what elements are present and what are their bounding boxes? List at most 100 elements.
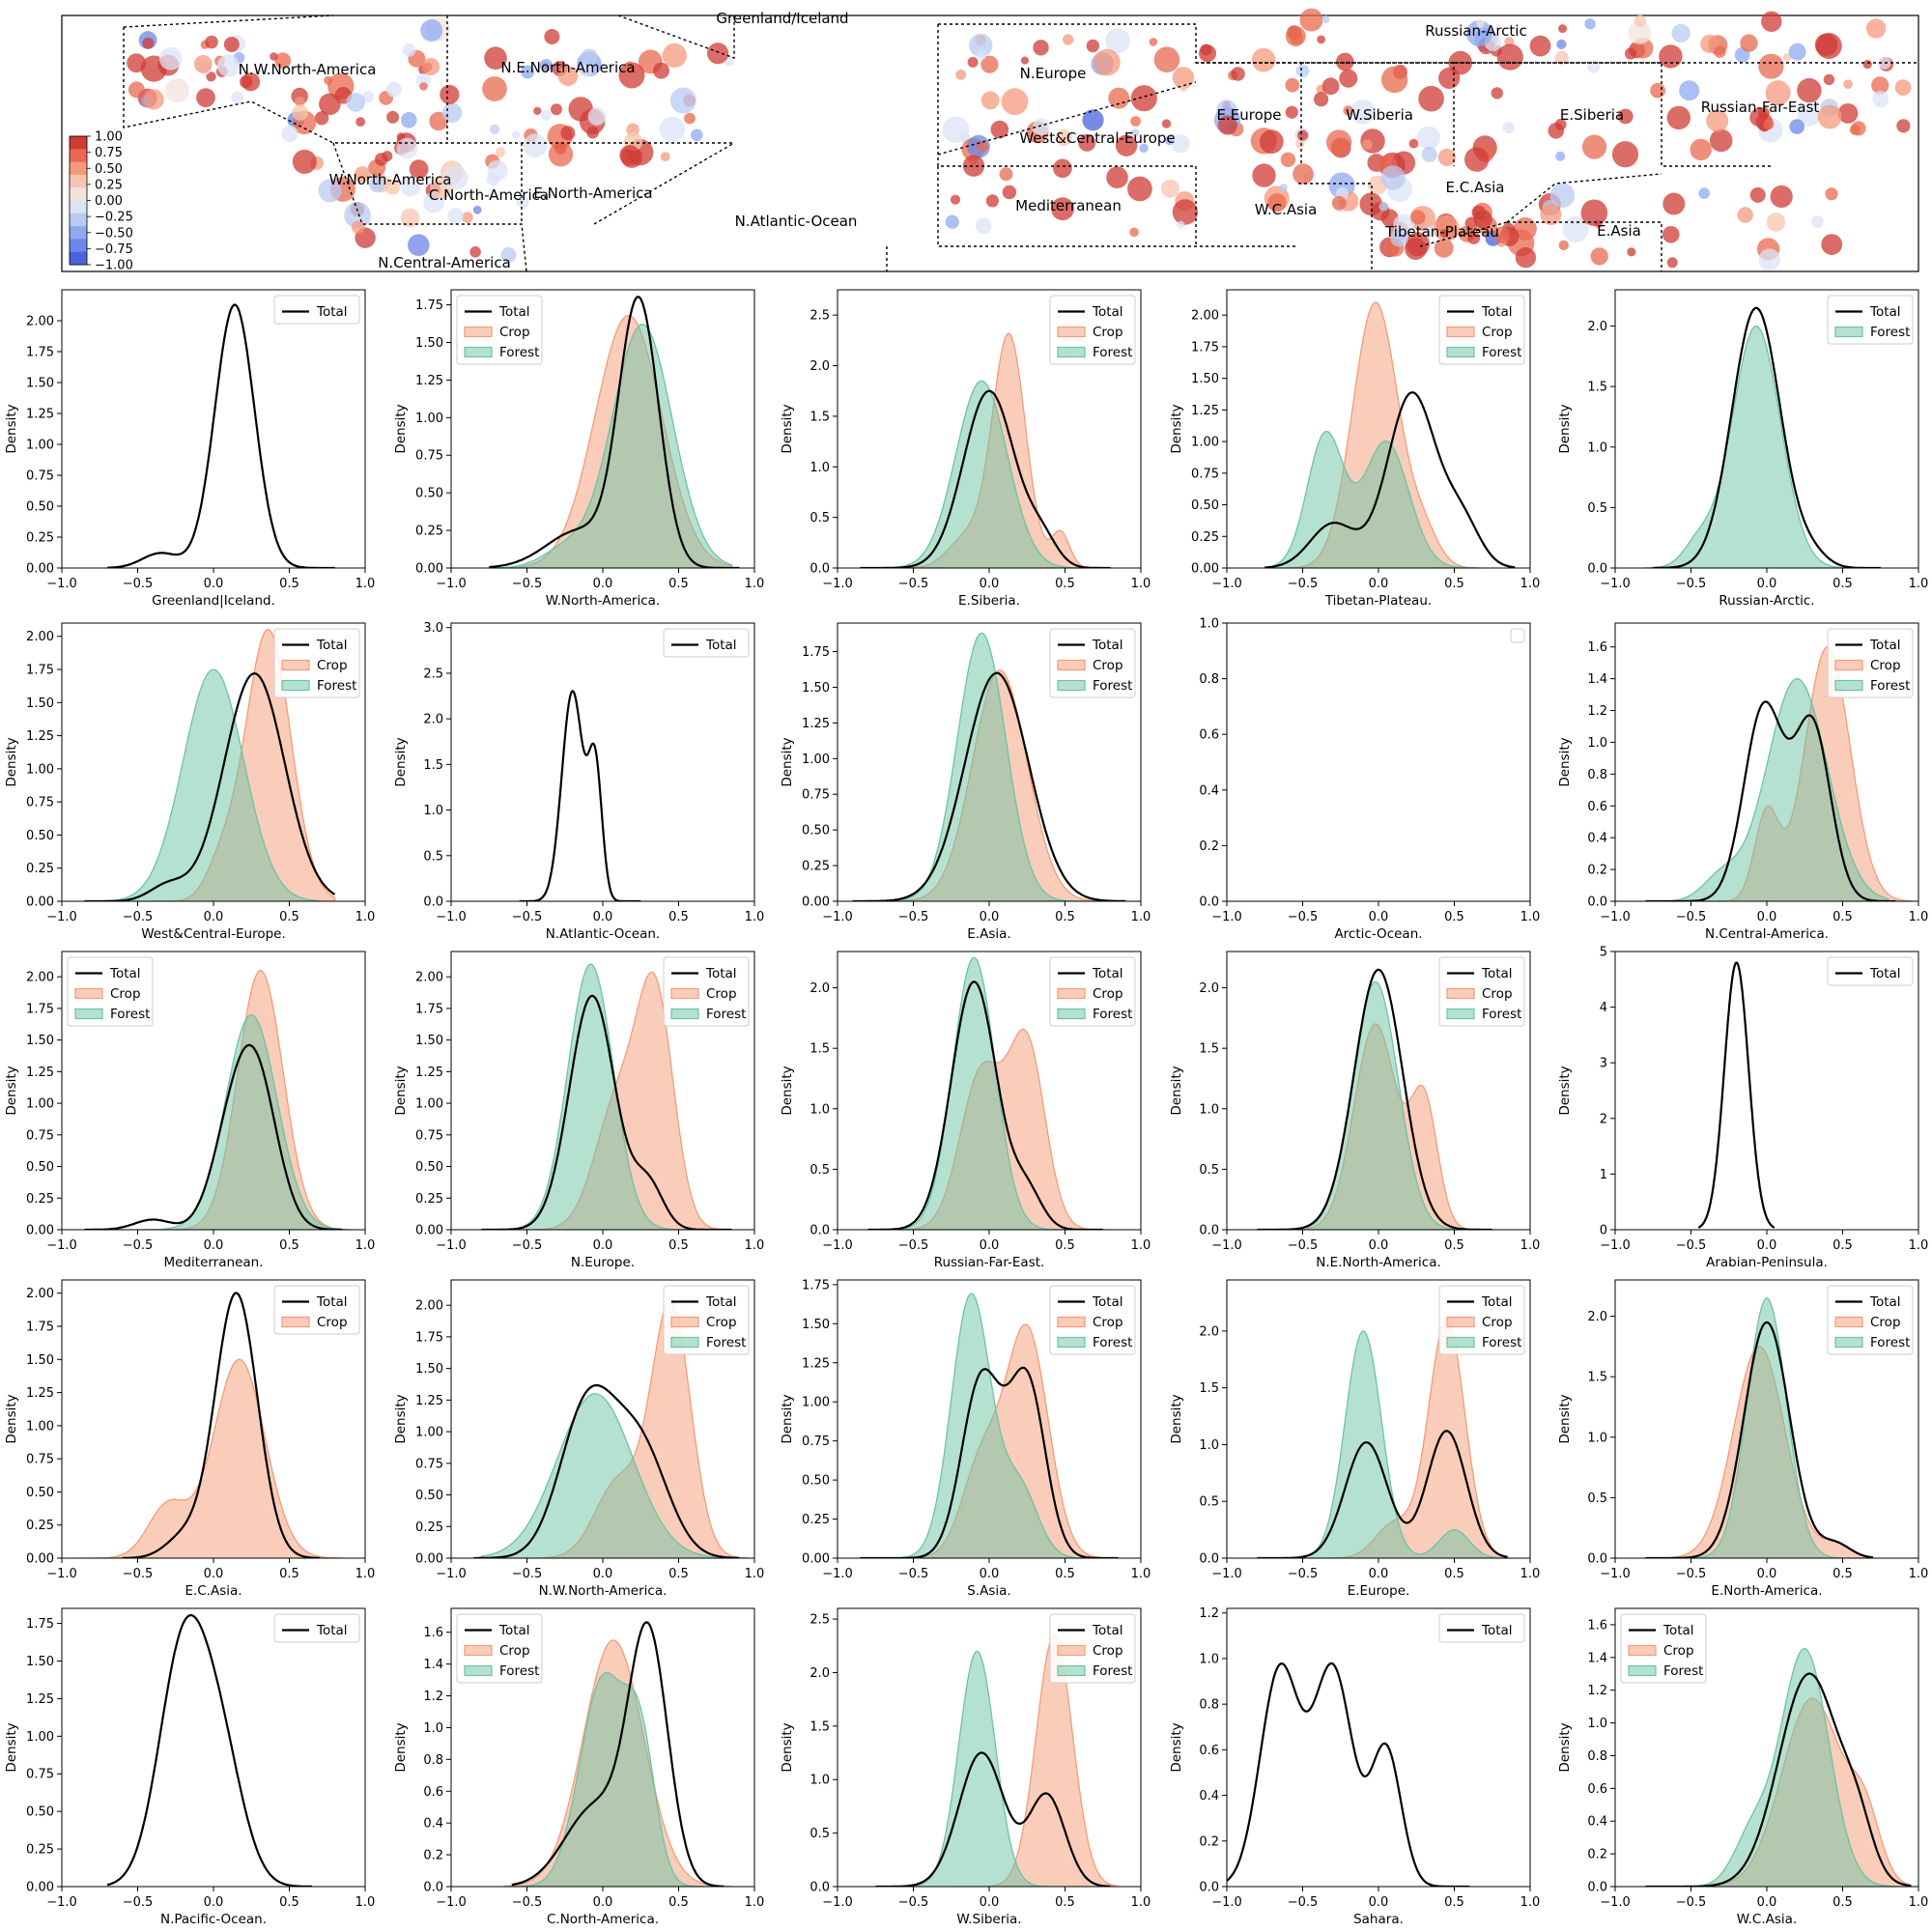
panel-e-asia: −1.0 −0.5 0.0 0.5 1.0 0.00 0.25 0.50 0.75 1.00 1.2… bbox=[780, 622, 1151, 942]
map-cell bbox=[1020, 56, 1029, 65]
y-tick-label: 1.0 bbox=[810, 461, 830, 475]
map-cell bbox=[1115, 134, 1138, 156]
map-cell bbox=[1434, 238, 1454, 258]
y-tick-label: 0.8 bbox=[1199, 672, 1219, 687]
legend: Total Crop Forest bbox=[663, 1285, 750, 1355]
map-cell bbox=[539, 58, 553, 72]
y-tick-label: 1.0 bbox=[1587, 736, 1607, 751]
legend-entry: Crop bbox=[1093, 986, 1123, 1002]
series-forest-area bbox=[867, 632, 1095, 901]
legend-entry: Crop bbox=[706, 986, 737, 1002]
map-cell bbox=[1709, 128, 1733, 153]
y-tick-label: 0.4 bbox=[1199, 783, 1219, 798]
map-cell bbox=[1825, 187, 1838, 201]
x-tick-label: −0.5 bbox=[1288, 1895, 1319, 1910]
map-cell bbox=[1617, 108, 1634, 125]
map-cell bbox=[1473, 210, 1492, 229]
series-total-line bbox=[84, 671, 336, 901]
map-cell bbox=[1343, 105, 1353, 116]
map-cell bbox=[1679, 80, 1700, 101]
map-cell bbox=[1317, 35, 1325, 44]
panel-arctic-ocean: −1.0 −0.5 0.0 0.5 1.0 0.0 0.2 0.4 0.6 0.8 1.0 Arcti… bbox=[1199, 617, 1540, 943]
x-tick-label: −1.0 bbox=[822, 910, 853, 924]
y-tick-label: 1.50 bbox=[1191, 372, 1219, 386]
series-total-line bbox=[107, 303, 335, 568]
y-axis-label: Density bbox=[1557, 1065, 1573, 1115]
y-tick-label: 1.5 bbox=[1199, 1381, 1219, 1396]
map-cell bbox=[1758, 53, 1784, 79]
y-tick-label: 1.75 bbox=[415, 1002, 443, 1016]
y-tick-label: 0.25 bbox=[26, 1192, 54, 1207]
map-cell bbox=[1789, 119, 1804, 134]
map-cell bbox=[1285, 77, 1300, 93]
x-tick-label: 0.0 bbox=[593, 577, 613, 591]
map-cell bbox=[967, 56, 979, 68]
map-cell bbox=[419, 82, 428, 91]
y-tick-label: 0.75 bbox=[26, 1453, 54, 1467]
panel-tibetan-plateau: −1.0 −0.5 0.0 0.5 1.0 0.00 0.25 0.50 0.75 1.00 1.2… bbox=[1169, 289, 1540, 609]
map-cell bbox=[1139, 143, 1149, 153]
x-tick-label: −0.5 bbox=[512, 910, 543, 924]
y-tick-label: 2.5 bbox=[810, 309, 830, 324]
x-tick-label: 1.0 bbox=[1131, 577, 1151, 591]
map-cell bbox=[1105, 28, 1130, 54]
map-cell bbox=[1177, 220, 1185, 229]
map-cell bbox=[1082, 109, 1104, 131]
map-cell bbox=[196, 88, 215, 107]
x-tick-label: −1.0 bbox=[46, 910, 77, 924]
colorbar-swatch bbox=[70, 251, 87, 266]
map-cell bbox=[541, 109, 552, 121]
map-cell bbox=[1698, 187, 1710, 199]
map-cell bbox=[544, 29, 560, 44]
y-tick-label: 0.4 bbox=[1587, 832, 1607, 846]
y-tick-label: 0.0 bbox=[1199, 895, 1219, 910]
x-axis-label: Arctic-Ocean. bbox=[1334, 926, 1422, 942]
y-tick-label: 0.50 bbox=[26, 1805, 54, 1820]
y-tick-label: 0.75 bbox=[802, 788, 830, 803]
map-cell bbox=[1737, 207, 1753, 223]
y-tick-label: 1.5 bbox=[810, 410, 830, 424]
y-tick-label: 0.5 bbox=[810, 511, 830, 526]
map-cell bbox=[1130, 116, 1141, 127]
y-axis-label: Density bbox=[1557, 1394, 1573, 1443]
x-tick-label: 0.0 bbox=[1757, 910, 1777, 924]
map-cell bbox=[586, 126, 599, 139]
panel-sahara: −1.0 −0.5 0.0 0.5 1.0 0.0 0.2 0.4 0.6 0.8 1.0 1.2 Sa… bbox=[1169, 1606, 1540, 1927]
map-cell bbox=[511, 130, 521, 139]
map-cell bbox=[1714, 45, 1726, 58]
y-tick-label: 1.0 bbox=[1587, 440, 1607, 455]
map-label-n-atlantic-ocean: N.Atlantic-Ocean bbox=[735, 213, 858, 230]
y-tick-label: 2.5 bbox=[810, 1613, 830, 1628]
map-cell bbox=[1666, 257, 1678, 269]
x-tick-label: −0.5 bbox=[1676, 1567, 1707, 1581]
x-tick-label: 0.5 bbox=[1444, 577, 1464, 591]
map-cell bbox=[1161, 119, 1172, 128]
x-tick-label: 0.0 bbox=[980, 577, 1000, 591]
x-tick-label: −0.5 bbox=[1676, 1238, 1707, 1253]
y-tick-label: 1.25 bbox=[26, 1386, 54, 1401]
series-total-line bbox=[867, 980, 1103, 1230]
series-total-line bbox=[473, 1383, 740, 1558]
legend-entry: Total bbox=[1092, 1623, 1123, 1638]
x-axis-label: N.Atlantic-Ocean. bbox=[546, 926, 660, 942]
x-tick-label: 1.0 bbox=[1909, 1567, 1929, 1581]
map-cell bbox=[1217, 115, 1237, 135]
y-tick-label: 0.0 bbox=[1587, 1552, 1607, 1567]
legend-entry: Crop bbox=[317, 1315, 348, 1330]
map-cell bbox=[362, 91, 375, 103]
y-tick-label: 0.75 bbox=[415, 1457, 443, 1471]
legend-entry: Total bbox=[1481, 966, 1513, 981]
y-axis-label: Density bbox=[780, 737, 795, 786]
y-tick-label: 0.00 bbox=[415, 562, 443, 577]
legend-entry: Total bbox=[705, 1294, 737, 1310]
x-axis-label: Sahara. bbox=[1353, 1912, 1404, 1927]
map-label-e-europe: E.Europe bbox=[1217, 106, 1282, 124]
map-cell bbox=[659, 116, 686, 143]
legend bbox=[1510, 628, 1525, 643]
x-tick-label: 0.5 bbox=[1055, 1895, 1075, 1910]
map-cell bbox=[1782, 53, 1792, 62]
y-tick-label: 0.00 bbox=[26, 562, 54, 577]
map-cell bbox=[945, 214, 959, 229]
x-tick-label: −0.5 bbox=[1288, 577, 1319, 591]
y-tick-label: 2.00 bbox=[26, 315, 54, 329]
